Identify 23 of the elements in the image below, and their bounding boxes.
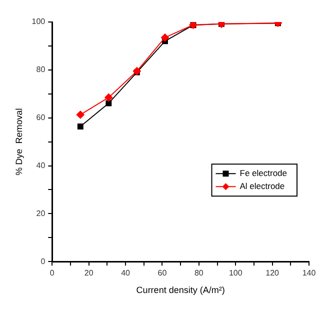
x-tick-label: 0 bbox=[50, 268, 55, 278]
x-tick-label: 140 bbox=[302, 268, 316, 278]
point bbox=[160, 34, 169, 42]
y-tick-label: 60 bbox=[36, 113, 46, 122]
y-axis-title: % Dye Removal bbox=[14, 108, 24, 176]
x-axis-title: Current density (A/m²) bbox=[136, 285, 225, 296]
y-tick-label: 100 bbox=[32, 17, 46, 26]
y-tick-label: 20 bbox=[36, 208, 46, 218]
y-tick-label: 0 bbox=[40, 256, 46, 266]
x-tick-label: 60 bbox=[158, 268, 168, 278]
y-tick-label: 40 bbox=[36, 160, 46, 170]
legend-label: Fe electrode bbox=[240, 168, 288, 178]
x-tick-label: 40 bbox=[121, 268, 131, 278]
point bbox=[77, 123, 84, 130]
x-tick-label: 120 bbox=[266, 268, 280, 278]
x-tick-label: 80 bbox=[194, 268, 204, 278]
x-tick-label: 100 bbox=[228, 268, 243, 278]
point bbox=[76, 110, 84, 119]
point bbox=[104, 93, 113, 102]
legend-label: Al electrode bbox=[240, 180, 285, 191]
point bbox=[106, 100, 112, 106]
y-tick-label: 80 bbox=[36, 65, 46, 74]
x-tick-label: 20 bbox=[84, 268, 94, 278]
